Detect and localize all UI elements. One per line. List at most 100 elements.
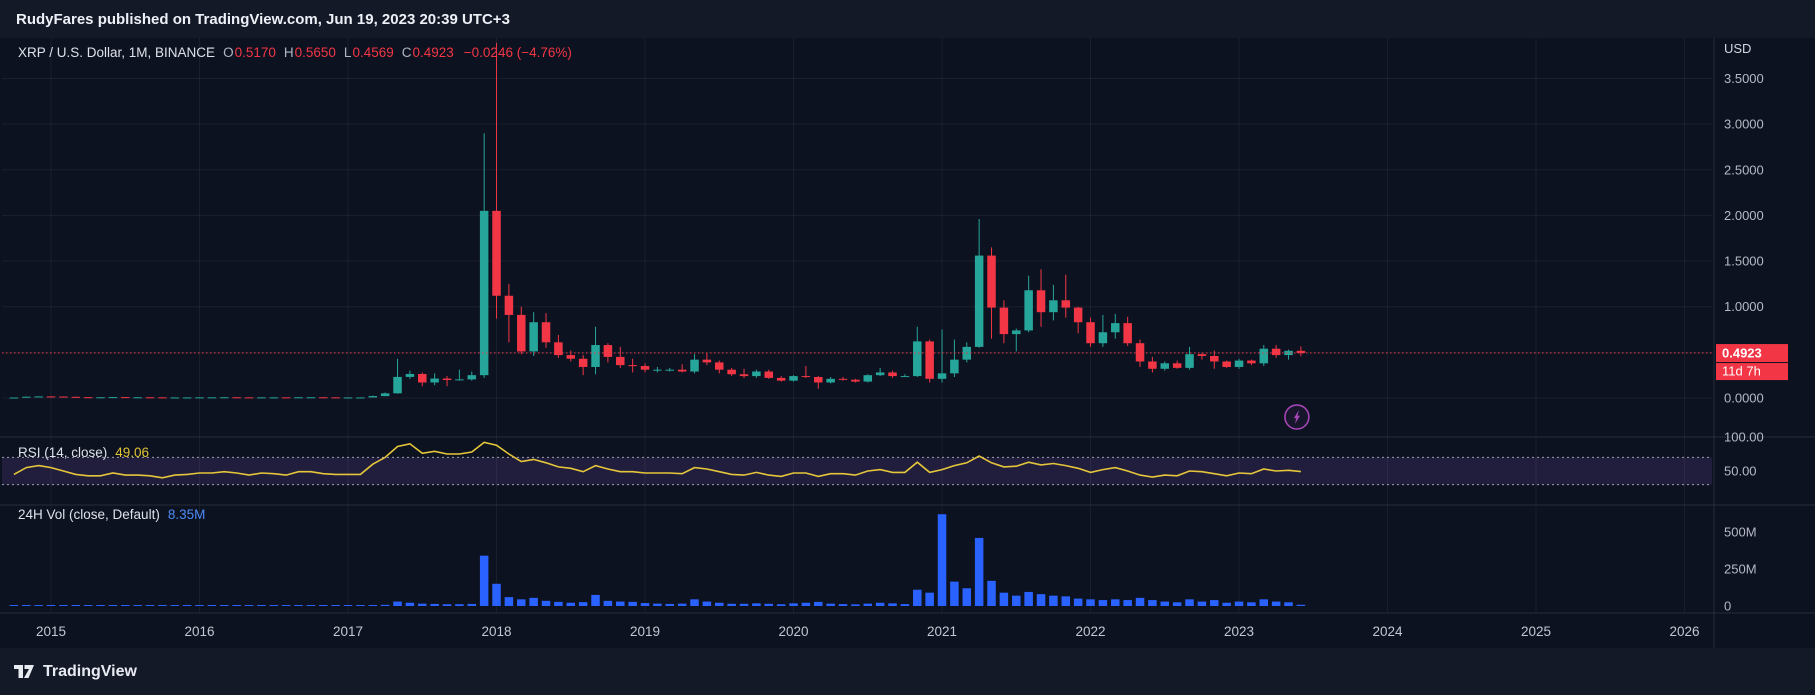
volume-bar (640, 603, 650, 606)
volume-bar (430, 603, 439, 606)
candle-body (257, 397, 266, 399)
candle-body (789, 376, 798, 381)
price-tick-label: 1.5000 (1724, 254, 1764, 269)
candles (2, 42, 1712, 399)
x-axis-year-label: 2024 (1373, 624, 1404, 639)
candle-body (294, 397, 303, 399)
bar-countdown-value: 11d 7h (1722, 364, 1761, 379)
candle-body (121, 397, 130, 399)
tradingview-logo-icon[interactable] (14, 664, 35, 679)
volume-bar (504, 597, 514, 606)
candle-body (133, 397, 142, 399)
candle-body (281, 397, 291, 399)
rsi-tick-label: 50.00 (1724, 464, 1757, 479)
symbol-title[interactable]: XRP / U.S. Dollar, 1M, BINANCE (18, 45, 216, 60)
axes[interactable]: 2015 2016 2017 2018 2019 2020 2021 2022 2023 2024… (0, 38, 1815, 648)
candle-body (182, 397, 192, 399)
candle-body (442, 378, 452, 381)
last-price-badges: 0.4923 11d 7h (1716, 344, 1788, 381)
candle-body (554, 342, 563, 356)
volume-bar (566, 602, 576, 606)
candle-body (950, 359, 959, 374)
candle-body (220, 397, 229, 399)
volume-bar (1296, 604, 1306, 606)
candle-body (393, 376, 402, 394)
volume-bar (863, 603, 873, 606)
volume-bar (220, 605, 229, 606)
volume-bar (306, 605, 316, 606)
volume-bar (182, 605, 192, 606)
x-axis-year-label: 2026 (1670, 624, 1700, 639)
brand-name[interactable]: TradingView (43, 662, 137, 680)
price-tick-label: 2.5000 (1724, 162, 1764, 177)
volume-bar (764, 603, 774, 606)
volume-bar (578, 602, 588, 606)
volume-bar (517, 599, 526, 606)
candle-body (492, 210, 501, 296)
chart-area[interactable]: 2015 2016 2017 2018 2019 2020 2021 2022 2023 2024… (0, 38, 1815, 648)
volume-bar (900, 604, 910, 606)
candle-body (343, 397, 353, 399)
candle-body (665, 369, 675, 371)
volume-bar (1160, 601, 1170, 606)
candle-body (702, 359, 712, 363)
candle-body (71, 396, 81, 398)
volume-bars (9, 514, 1306, 606)
volume-bar (1073, 598, 1083, 606)
candle-body (207, 397, 217, 399)
candle-body (739, 374, 749, 377)
volume-bar (752, 603, 761, 606)
volume-bar (492, 583, 501, 606)
volume-bar (442, 604, 452, 606)
volume-bar (1086, 599, 1095, 606)
candle-body (83, 397, 93, 399)
price-tick-label: 2.0000 (1724, 208, 1764, 223)
candle-body (455, 379, 464, 381)
rsi-value: 49.06 (115, 445, 150, 460)
volume-bar (232, 605, 241, 606)
chart-canvas[interactable]: 2015 2016 2017 2018 2019 2020 2021 2022 2023 2024… (0, 38, 1815, 648)
open-value: 0.5170 (234, 45, 276, 60)
candle-body (690, 359, 699, 372)
volume-bar (739, 603, 749, 606)
volume-bar (1284, 602, 1293, 606)
lightning-icon (1293, 410, 1300, 424)
candle-body (764, 371, 774, 378)
candle-body (888, 372, 897, 377)
volume-bar (331, 605, 340, 606)
publish-header: RudyFares published on TradingView.com, … (0, 0, 1815, 38)
volume-bar (875, 602, 885, 606)
rsi-title[interactable]: RSI (14, close) (18, 445, 108, 460)
volume-bar (479, 555, 489, 606)
price-tick-label: 0.0000 (1724, 391, 1764, 406)
candle-body (1197, 354, 1207, 357)
volume-bar (1222, 602, 1231, 606)
candle-body (34, 396, 43, 398)
x-axis-year-label: 2019 (630, 624, 660, 639)
publish-text: RudyFares published on TradingView.com, … (16, 10, 510, 28)
candle-body (677, 369, 687, 372)
candle-body (1024, 290, 1033, 331)
low-label: L (343, 45, 352, 60)
gridlines (2, 38, 1712, 613)
candle-body (814, 377, 823, 383)
volume-title[interactable]: 24H Vol (close, Default) (18, 507, 160, 522)
candle-body (405, 373, 415, 377)
volume-bar (9, 605, 19, 606)
candle-body (937, 373, 947, 379)
candle-body (517, 314, 526, 352)
volume-bar (1036, 594, 1046, 606)
price-tick-label: 1.0000 (1724, 299, 1764, 314)
candle-body (319, 397, 328, 399)
volume-bar (1111, 599, 1120, 606)
volume-bar (1123, 600, 1132, 606)
volume-bar (83, 605, 93, 606)
volume-bar (1210, 600, 1219, 606)
change-value: −0.0246 (−4.76%) (463, 45, 572, 60)
candle-body (1061, 300, 1071, 308)
volume-bar (653, 603, 662, 606)
candle-body (1036, 290, 1046, 313)
volume-bar (1098, 600, 1108, 606)
ohlc-open: O 0.5170 (223, 45, 276, 60)
candle-body (1296, 350, 1306, 354)
